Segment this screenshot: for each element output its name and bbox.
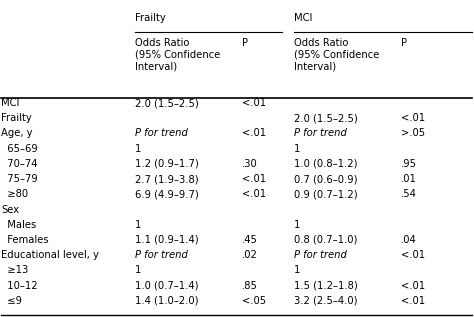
Text: 2.0 (1.5–2.5): 2.0 (1.5–2.5) <box>294 113 357 123</box>
Text: .95: .95 <box>401 159 417 169</box>
Text: P for trend: P for trend <box>294 250 347 260</box>
Text: 70–74: 70–74 <box>1 159 38 169</box>
Text: 1.1 (0.9–1.4): 1.1 (0.9–1.4) <box>135 235 199 245</box>
Text: 1.5 (1.2–1.8): 1.5 (1.2–1.8) <box>294 281 357 291</box>
Text: ≥13: ≥13 <box>1 265 28 275</box>
Text: 1.2 (0.9–1.7): 1.2 (0.9–1.7) <box>135 159 199 169</box>
Text: 1: 1 <box>135 265 141 275</box>
Text: Sex: Sex <box>1 204 19 215</box>
Text: <.01: <.01 <box>242 189 266 199</box>
Text: <.05: <.05 <box>242 296 266 306</box>
Text: 1: 1 <box>294 220 300 230</box>
Text: Frailty: Frailty <box>135 13 166 23</box>
Text: P for trend: P for trend <box>294 128 347 139</box>
Text: Females: Females <box>1 235 49 245</box>
Text: <.01: <.01 <box>242 98 266 108</box>
Text: .02: .02 <box>242 250 257 260</box>
Text: Age, y: Age, y <box>1 128 33 139</box>
Text: Educational level, y: Educational level, y <box>1 250 99 260</box>
Text: 2.0 (1.5–2.5): 2.0 (1.5–2.5) <box>135 98 199 108</box>
Text: 10–12: 10–12 <box>1 281 38 291</box>
Text: 3.2 (2.5–4.0): 3.2 (2.5–4.0) <box>294 296 357 306</box>
Text: Odds Ratio
(95% Confidence
Interval): Odds Ratio (95% Confidence Interval) <box>135 38 220 71</box>
Text: <.01: <.01 <box>401 281 425 291</box>
Text: 0.8 (0.7–1.0): 0.8 (0.7–1.0) <box>294 235 357 245</box>
Text: 1: 1 <box>294 144 300 154</box>
Text: 0.9 (0.7–1.2): 0.9 (0.7–1.2) <box>294 189 357 199</box>
Text: .45: .45 <box>242 235 257 245</box>
Text: .54: .54 <box>401 189 416 199</box>
Text: 1: 1 <box>294 265 300 275</box>
Text: 2.7 (1.9–3.8): 2.7 (1.9–3.8) <box>135 174 199 184</box>
Text: <.01: <.01 <box>242 174 266 184</box>
Text: Frailty: Frailty <box>1 113 32 123</box>
Text: P for trend: P for trend <box>135 128 188 139</box>
Text: 1: 1 <box>135 220 141 230</box>
Text: <.01: <.01 <box>401 296 425 306</box>
Text: .30: .30 <box>242 159 257 169</box>
Text: MCI: MCI <box>1 98 20 108</box>
Text: 65–69: 65–69 <box>1 144 38 154</box>
Text: P: P <box>242 38 248 48</box>
Text: >.05: >.05 <box>401 128 425 139</box>
Text: 1.4 (1.0–2.0): 1.4 (1.0–2.0) <box>135 296 199 306</box>
Text: .04: .04 <box>401 235 416 245</box>
Text: .01: .01 <box>401 174 416 184</box>
Text: <.01: <.01 <box>242 128 266 139</box>
Text: Males: Males <box>1 220 36 230</box>
Text: <.01: <.01 <box>401 113 425 123</box>
Text: .85: .85 <box>242 281 257 291</box>
Text: ≤9: ≤9 <box>1 296 22 306</box>
Text: <.01: <.01 <box>401 250 425 260</box>
Text: MCI: MCI <box>294 13 312 23</box>
Text: 1.0 (0.7–1.4): 1.0 (0.7–1.4) <box>135 281 199 291</box>
Text: 1.0 (0.8–1.2): 1.0 (0.8–1.2) <box>294 159 357 169</box>
Text: P for trend: P for trend <box>135 250 188 260</box>
Text: 75–79: 75–79 <box>1 174 38 184</box>
Text: Odds Ratio
(95% Confidence
Interval): Odds Ratio (95% Confidence Interval) <box>294 38 379 71</box>
Text: P: P <box>401 38 407 48</box>
Text: 6.9 (4.9–9.7): 6.9 (4.9–9.7) <box>135 189 199 199</box>
Text: 1: 1 <box>135 144 141 154</box>
Text: 0.7 (0.6–0.9): 0.7 (0.6–0.9) <box>294 174 357 184</box>
Text: ≥80: ≥80 <box>1 189 28 199</box>
